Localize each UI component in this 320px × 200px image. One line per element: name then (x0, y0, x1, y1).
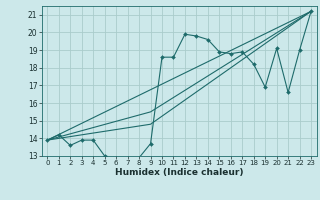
X-axis label: Humidex (Indice chaleur): Humidex (Indice chaleur) (115, 168, 244, 177)
